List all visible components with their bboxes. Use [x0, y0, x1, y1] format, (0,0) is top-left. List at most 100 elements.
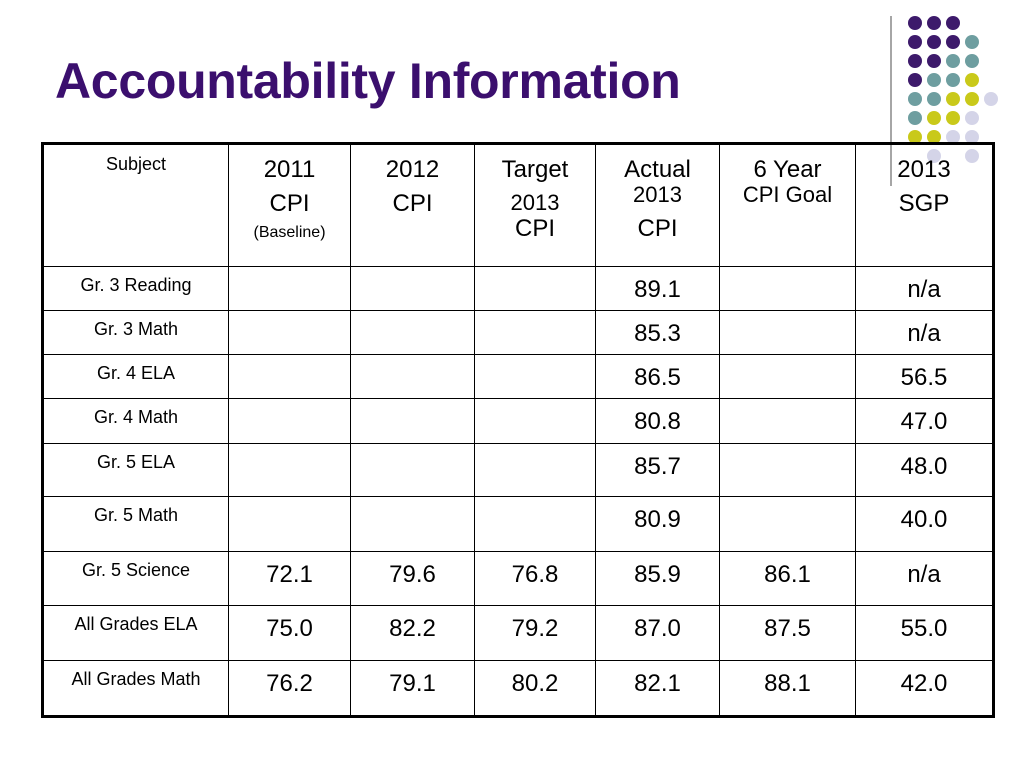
decorative-dot — [927, 111, 941, 125]
table-row: Gr. 4 Math 80.8 47.0 — [42, 398, 994, 444]
cell-actual: 86.5 — [595, 354, 720, 399]
cell-goal: 87.5 — [719, 605, 856, 661]
cell-cpi2012 — [350, 310, 475, 355]
cell-cpi2012: 79.6 — [350, 551, 475, 606]
decorative-dot-grid — [908, 16, 1018, 176]
header-sgp-label: SGP — [898, 190, 950, 218]
table-row: Gr. 3 Math 85.3 n/a — [42, 310, 994, 355]
decorative-dot — [946, 16, 960, 30]
cell-actual: 85.7 — [595, 443, 720, 497]
cell-cpi2011 — [228, 354, 351, 399]
cell-subject: Gr. 4 Math — [42, 398, 229, 444]
cell-sgp: 56.5 — [855, 354, 994, 399]
decorative-dot — [946, 35, 960, 49]
cell-cpi2011 — [228, 398, 351, 444]
cell-sgp: 47.0 — [855, 398, 994, 444]
header-2011-label: CPI — [269, 190, 310, 218]
cell-target: 80.2 — [474, 660, 596, 717]
decorative-dot — [927, 54, 941, 68]
cell-actual: 87.0 — [595, 605, 720, 661]
header-goal: 6 Year CPI Goal — [719, 143, 856, 267]
cell-goal: 86.1 — [719, 551, 856, 606]
cell-sgp: n/a — [855, 310, 994, 355]
header-target-cpi: Target 2013 CPI — [474, 143, 596, 267]
header-2013-sgp: 2013 SGP — [855, 143, 994, 267]
decorative-dot — [927, 16, 941, 30]
table-row: Gr. 5 ELA 85.7 48.0 — [42, 443, 994, 497]
cell-cpi2012: 82.2 — [350, 605, 475, 661]
header-target-year: 2013 — [510, 190, 560, 216]
cell-subject: Gr. 5 Math — [42, 496, 229, 552]
header-2011-cpi: 2011 CPI (Baseline) — [228, 143, 351, 267]
cell-goal — [719, 443, 856, 497]
cell-cpi2012 — [350, 443, 475, 497]
cell-goal — [719, 354, 856, 399]
cell-target — [474, 354, 596, 399]
decorative-dot — [908, 54, 922, 68]
decorative-dot — [946, 111, 960, 125]
cell-target — [474, 310, 596, 355]
cell-cpi2011: 72.1 — [228, 551, 351, 606]
cell-target — [474, 496, 596, 552]
cell-target — [474, 266, 596, 311]
header-goal-line1: 6 Year — [753, 156, 822, 183]
accountability-table: Subject 2011 CPI (Baseline) 2012 CPI Tar… — [41, 142, 995, 718]
table-row: All Grades ELA 75.0 82.2 79.2 87.0 87.5 55.0 — [42, 605, 994, 661]
header-actual-unit: CPI — [637, 214, 678, 242]
cell-goal — [719, 398, 856, 444]
cell-sgp: 40.0 — [855, 496, 994, 552]
decorative-dot — [908, 16, 922, 30]
decorative-dot — [908, 73, 922, 87]
cell-target — [474, 443, 596, 497]
table-row: Gr. 5 Science 72.1 79.6 76.8 85.9 86.1 n/a — [42, 551, 994, 606]
decorative-divider — [890, 16, 892, 186]
cell-actual: 82.1 — [595, 660, 720, 717]
cell-actual: 89.1 — [595, 266, 720, 311]
decorative-dot — [946, 130, 960, 144]
cell-subject: Gr. 4 ELA — [42, 354, 229, 399]
header-goal-line2: CPI Goal — [742, 182, 833, 208]
decorative-dot — [946, 73, 960, 87]
decorative-dot — [965, 73, 979, 87]
decorative-dot — [927, 92, 941, 106]
table-row: Gr. 4 ELA 86.5 56.5 — [42, 354, 994, 399]
cell-cpi2011 — [228, 266, 351, 311]
cell-cpi2012 — [350, 266, 475, 311]
decorative-dot — [908, 130, 922, 144]
header-2011-note: (Baseline) — [253, 223, 326, 241]
header-actual-cpi: Actual 2013 CPI — [595, 143, 720, 267]
page-title: Accountability Information — [55, 53, 681, 109]
decorative-dot — [927, 35, 941, 49]
cell-actual: 85.9 — [595, 551, 720, 606]
table-row: Gr. 3 Reading 89.1 n/a — [42, 266, 994, 311]
cell-target: 76.8 — [474, 551, 596, 606]
decorative-dot — [908, 35, 922, 49]
table-row: Gr. 5 Math 80.9 40.0 — [42, 496, 994, 552]
header-subject: Subject — [42, 143, 229, 267]
decorative-dot — [965, 92, 979, 106]
cell-sgp: n/a — [855, 551, 994, 606]
cell-sgp: n/a — [855, 266, 994, 311]
decorative-dot — [908, 111, 922, 125]
cell-subject: Gr. 5 Science — [42, 551, 229, 606]
decorative-dot — [984, 92, 998, 106]
header-sgp-year: 2013 — [897, 156, 951, 183]
header-actual-year: 2013 — [633, 182, 682, 208]
decorative-dot — [908, 92, 922, 106]
cell-cpi2011: 75.0 — [228, 605, 351, 661]
cell-cpi2012 — [350, 496, 475, 552]
cell-sgp: 48.0 — [855, 443, 994, 497]
decorative-dot — [965, 54, 979, 68]
cell-goal — [719, 266, 856, 311]
cell-goal: 88.1 — [719, 660, 856, 717]
cell-sgp: 42.0 — [855, 660, 994, 717]
table-row: All Grades Math 76.2 79.1 80.2 82.1 88.1 42.0 — [42, 660, 994, 717]
decorative-dot — [927, 73, 941, 87]
cell-subject: Gr. 3 Math — [42, 310, 229, 355]
decorative-dot — [927, 130, 941, 144]
header-2012-cpi: 2012 CPI — [350, 143, 475, 267]
cell-goal — [719, 496, 856, 552]
header-target-unit: CPI — [514, 214, 555, 242]
cell-goal — [719, 310, 856, 355]
decorative-dot — [946, 92, 960, 106]
